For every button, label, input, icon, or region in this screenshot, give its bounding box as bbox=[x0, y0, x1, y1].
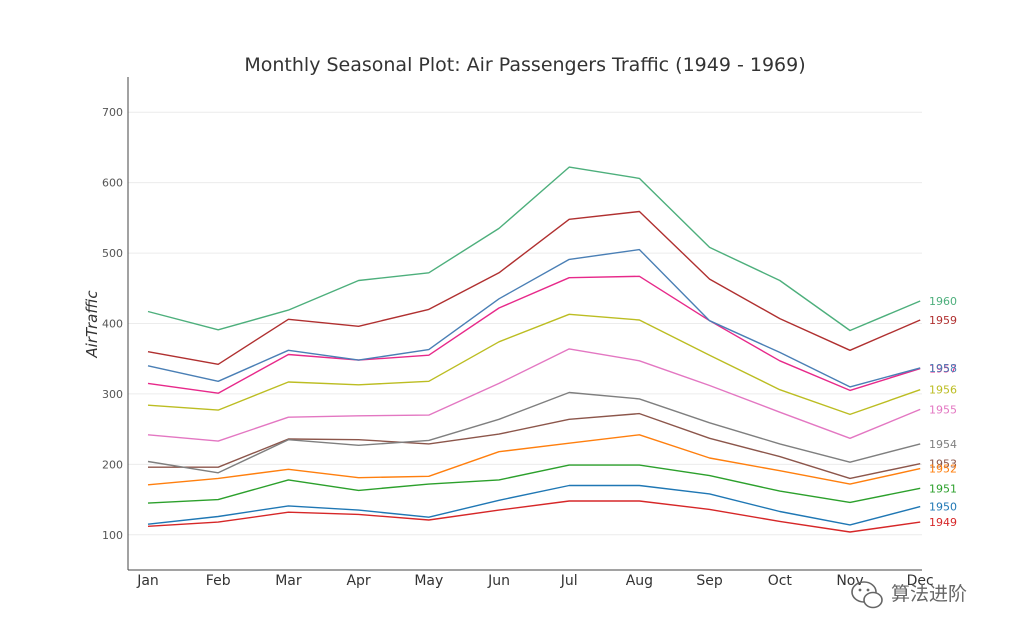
end-label-1957: 1957 bbox=[929, 363, 957, 376]
y-ticks: 100 200 300 400 500 600 700 bbox=[102, 106, 123, 542]
end-label-1950: 1950 bbox=[929, 501, 957, 514]
end-label-1960: 1960 bbox=[929, 295, 957, 308]
y-tick-label: 300 bbox=[102, 388, 123, 401]
series-line-1953 bbox=[148, 412, 921, 480]
series-line-1950 bbox=[147, 484, 921, 526]
x-tick-label: Apr bbox=[346, 573, 370, 589]
series-line-1955 bbox=[147, 348, 921, 442]
end-label-1958: 1958 bbox=[929, 362, 957, 375]
chart-title: Monthly Seasonal Plot: Air Passengers Tr… bbox=[244, 54, 805, 76]
x-tick-label: Aug bbox=[626, 573, 653, 589]
y-tick-label: 400 bbox=[102, 318, 123, 331]
end-label-1954: 1954 bbox=[929, 438, 957, 451]
y-tick-label: 200 bbox=[102, 458, 123, 471]
x-tick-label: Feb bbox=[206, 573, 231, 589]
series-line-1951 bbox=[147, 464, 921, 504]
x-tick-label: Jan bbox=[136, 573, 159, 589]
series-line-1956 bbox=[147, 313, 921, 416]
series-lines bbox=[147, 166, 921, 533]
y-tick-label: 500 bbox=[102, 247, 123, 260]
end-label-1951: 1951 bbox=[929, 482, 957, 495]
series-line-1959 bbox=[147, 210, 921, 365]
end-label-1955: 1955 bbox=[929, 403, 957, 416]
series-line-1957 bbox=[147, 275, 921, 394]
y-tick-label: 100 bbox=[102, 529, 123, 542]
x-tick-label: Jul bbox=[560, 573, 578, 589]
watermark-text: 算法进阶 bbox=[891, 583, 967, 605]
watermark: 算法进阶 bbox=[851, 581, 967, 609]
end-label-1956: 1956 bbox=[929, 384, 957, 397]
x-tick-label: Sep bbox=[696, 573, 723, 589]
series-line-1949 bbox=[147, 500, 921, 533]
x-tick-label: Nov bbox=[836, 573, 863, 589]
end-label-1949: 1949 bbox=[929, 516, 957, 529]
x-tick-label: Dec bbox=[907, 573, 934, 589]
end-label-1959: 1959 bbox=[929, 314, 957, 327]
grid-lines bbox=[128, 111, 922, 536]
series-line-1952 bbox=[147, 434, 921, 486]
y-tick-label: 700 bbox=[102, 106, 123, 119]
series-line-1954 bbox=[147, 391, 921, 474]
end-label-1952: 1952 bbox=[929, 463, 957, 476]
x-tick-label: Mar bbox=[275, 573, 302, 589]
y-tick-label: 600 bbox=[102, 177, 123, 190]
x-tick-label: Jun bbox=[487, 573, 510, 589]
series-line-1958 bbox=[147, 248, 921, 388]
y-axis-label: AirTraffic bbox=[83, 290, 101, 359]
series-line-1960 bbox=[147, 166, 921, 332]
x-tick-label: May bbox=[414, 573, 443, 589]
end-label-1953: 1953 bbox=[929, 458, 957, 471]
x-ticks: Jan Feb Mar Apr May Jun Jul Aug Sep Oct Nov Dec bbox=[136, 573, 934, 589]
wechat-icon bbox=[851, 581, 883, 609]
x-tick-label: Oct bbox=[768, 573, 793, 589]
